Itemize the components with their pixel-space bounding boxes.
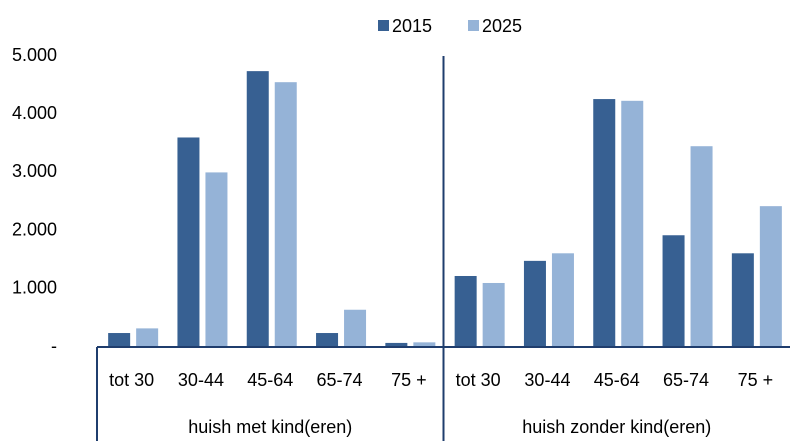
x-tick-label: 30-44 [178, 370, 224, 390]
bar [385, 342, 408, 347]
x-tick-label: 45-64 [594, 370, 640, 390]
bar [205, 172, 228, 347]
y-tick-label: 2.000 [12, 219, 57, 239]
bar [523, 260, 546, 347]
x-tick-label: 65-74 [317, 370, 363, 390]
legend-swatch [468, 20, 479, 31]
bar [108, 333, 131, 347]
x-tick-label: 75 + [738, 370, 774, 390]
bar [482, 282, 505, 347]
bar [593, 99, 616, 348]
legend-label: 2025 [482, 16, 522, 36]
y-tick-label: - [51, 336, 57, 356]
x-tick-label: 45-64 [247, 370, 293, 390]
bar [246, 71, 269, 347]
bar [731, 253, 754, 347]
group-label: huish met kind(eren) [188, 417, 352, 437]
x-tick-label: 30-44 [524, 370, 570, 390]
y-tick-label: 1.000 [12, 278, 57, 298]
group-label: huish zonder kind(eren) [522, 417, 711, 437]
bar [759, 206, 782, 347]
bar [621, 100, 644, 348]
bar [136, 328, 159, 347]
y-tick-label: 5.000 [12, 45, 57, 65]
x-tick-label: 65-74 [663, 370, 709, 390]
x-tick-label: tot 30 [109, 370, 154, 390]
bar [662, 235, 685, 347]
bar [177, 137, 200, 347]
bar [274, 82, 297, 347]
bar [551, 253, 574, 347]
bar [344, 309, 367, 347]
bar [454, 275, 477, 347]
legend-swatch [378, 20, 389, 31]
bar [316, 333, 339, 347]
y-tick-label: 3.000 [12, 161, 57, 181]
x-tick-label: 75 + [391, 370, 427, 390]
bar [690, 146, 713, 347]
legend-label: 2015 [392, 16, 432, 36]
bar [413, 342, 436, 347]
x-tick-label: tot 30 [456, 370, 501, 390]
y-tick-label: 4.000 [12, 103, 57, 123]
